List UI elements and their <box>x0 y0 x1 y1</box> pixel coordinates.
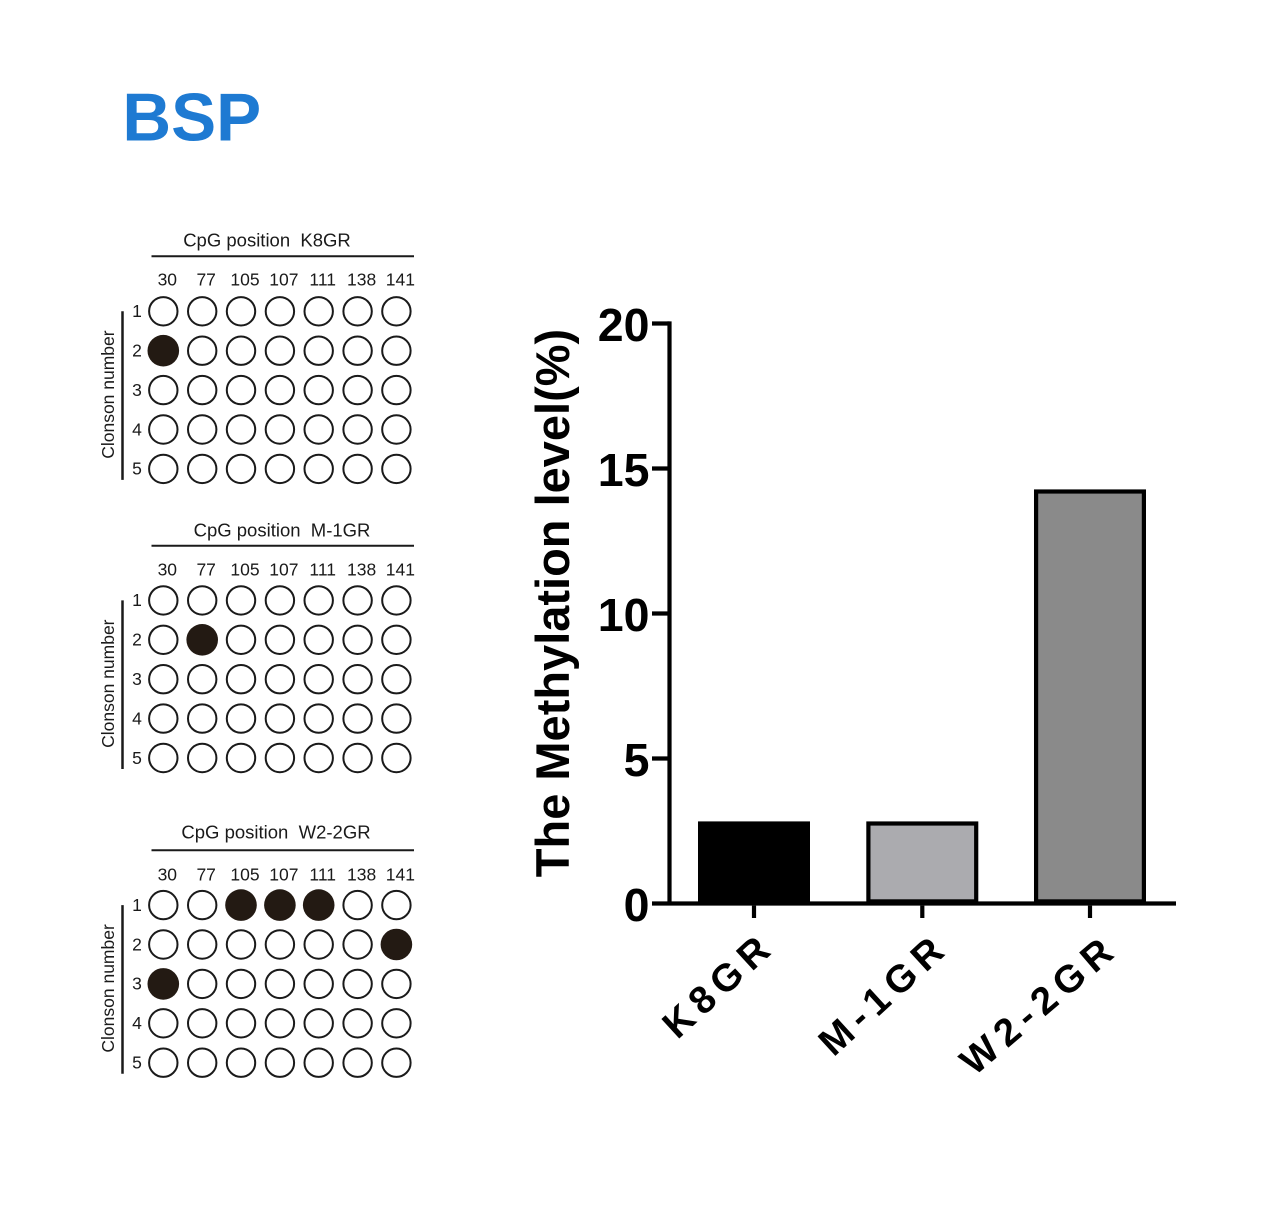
svg-text:141: 141 <box>386 560 415 580</box>
svg-text:1: 1 <box>132 301 142 321</box>
svg-text:30: 30 <box>158 560 178 580</box>
svg-text:3: 3 <box>132 974 142 994</box>
svg-text:77: 77 <box>196 560 215 580</box>
svg-text:105: 105 <box>230 560 259 580</box>
svg-text:10: 10 <box>598 589 650 641</box>
svg-text:77: 77 <box>196 270 215 290</box>
svg-text:BSP: BSP <box>122 81 261 156</box>
svg-text:0: 0 <box>624 879 650 931</box>
svg-text:3: 3 <box>132 669 142 689</box>
svg-text:1: 1 <box>132 590 142 610</box>
svg-text:2: 2 <box>132 341 142 361</box>
svg-text:77: 77 <box>196 864 215 884</box>
svg-text:5: 5 <box>132 748 142 768</box>
svg-text:107: 107 <box>269 864 298 884</box>
svg-text:5: 5 <box>132 459 142 479</box>
svg-text:2: 2 <box>132 934 142 954</box>
svg-text:4: 4 <box>132 1013 142 1033</box>
svg-text:30: 30 <box>158 270 178 290</box>
svg-text:Clonson number: Clonson number <box>98 619 118 748</box>
svg-text:141: 141 <box>386 270 415 290</box>
svg-text:CpG position W2-2GR: CpG position W2-2GR <box>181 821 370 842</box>
svg-text:2: 2 <box>132 630 142 650</box>
svg-text:The Methylation level(%): The Methylation level(%) <box>526 329 579 877</box>
svg-text:111: 111 <box>309 270 336 290</box>
svg-text:20: 20 <box>598 299 650 351</box>
svg-text:5: 5 <box>132 1053 142 1073</box>
svg-text:105: 105 <box>230 864 259 884</box>
svg-text:3: 3 <box>132 380 142 400</box>
svg-text:111: 111 <box>309 864 336 884</box>
svg-text:141: 141 <box>386 864 415 884</box>
svg-text:Clonson number: Clonson number <box>98 924 118 1053</box>
svg-text:Clonson number: Clonson number <box>98 330 118 459</box>
svg-text:1: 1 <box>132 895 142 915</box>
svg-text:CpG position M-1GR: CpG position M-1GR <box>194 520 371 541</box>
svg-text:5: 5 <box>624 734 650 786</box>
svg-text:138: 138 <box>347 864 376 884</box>
svg-text:15: 15 <box>598 444 650 496</box>
svg-text:105: 105 <box>230 270 259 290</box>
svg-text:138: 138 <box>347 270 376 290</box>
svg-text:107: 107 <box>269 270 298 290</box>
svg-text:111: 111 <box>309 560 336 580</box>
svg-text:138: 138 <box>347 560 376 580</box>
svg-text:30: 30 <box>158 864 178 884</box>
svg-text:4: 4 <box>132 708 142 728</box>
svg-text:4: 4 <box>132 419 142 439</box>
svg-text:CpG position K8GR: CpG position K8GR <box>183 230 351 251</box>
svg-text:107: 107 <box>269 560 298 580</box>
